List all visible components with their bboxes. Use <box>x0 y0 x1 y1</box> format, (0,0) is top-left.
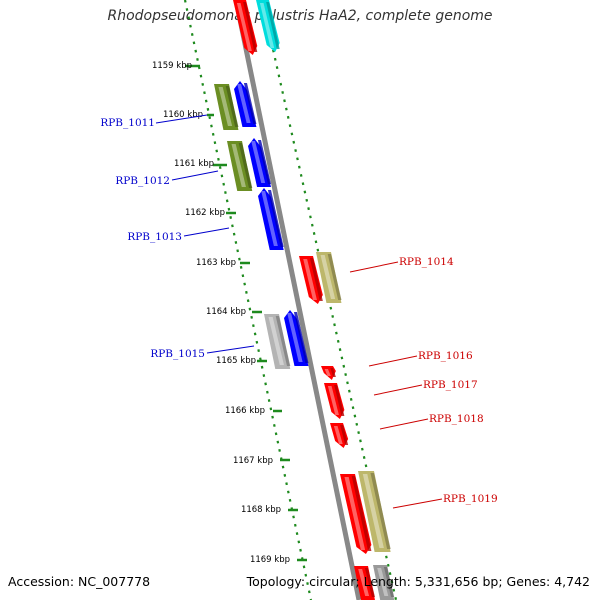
leader-line-RPB_1014 <box>349 261 399 273</box>
leader-line-RPB_1013 <box>183 227 230 237</box>
gene-feature-f1014-b[interactable] <box>316 252 342 303</box>
gene-feature-f1015-a[interactable] <box>264 314 291 369</box>
gene-feature-f1012-b[interactable] <box>248 138 272 187</box>
gene-feature-bottom-red[interactable] <box>354 566 375 600</box>
gene-feature-f1011-b[interactable] <box>234 81 257 127</box>
leader-line-RPB_1016 <box>368 355 418 367</box>
gene-feature-f1011-a[interactable] <box>214 84 239 130</box>
gene-label-RPB_1011[interactable]: RPB_1011 <box>100 117 155 129</box>
gene-label-RPB_1019[interactable]: RPB_1019 <box>443 493 498 505</box>
gene-feature-bottom-gray[interactable] <box>373 565 395 600</box>
map-title: Rhodopseudomonas palustris HaA2, complet… <box>107 8 493 24</box>
tick-label-1163: 1163 kbp <box>196 258 236 268</box>
gene-feature-f1018[interactable] <box>330 423 349 448</box>
tick-label-1169: 1169 kbp <box>250 555 290 565</box>
gene-feature-f1016[interactable] <box>321 366 336 380</box>
genome-summary-text: Topology: circular; Length: 5,331,656 bp… <box>246 574 590 589</box>
backbone-line <box>233 0 362 600</box>
gene-feature-top-red[interactable] <box>233 0 258 55</box>
left-dotted-track <box>183 0 313 600</box>
tick-label-1159: 1159 kbp <box>152 61 192 71</box>
tick-label-1162: 1162 kbp <box>185 208 225 218</box>
accession-text: Accession: NC_007778 <box>8 574 151 589</box>
gene-label-RPB_1016[interactable]: RPB_1016 <box>418 350 473 362</box>
gene-feature-f1019-a[interactable] <box>340 474 372 554</box>
gene-label-RPB_1015[interactable]: RPB_1015 <box>150 348 205 360</box>
gene-feature-top-cyan[interactable] <box>256 0 280 52</box>
gene-label-RPB_1014[interactable]: RPB_1014 <box>399 256 454 268</box>
leader-line-RPB_1019 <box>392 498 443 509</box>
gene-label-RPB_1012[interactable]: RPB_1012 <box>115 175 170 187</box>
gene-feature-f1017[interactable] <box>324 383 345 419</box>
tick-label-1166: 1166 kbp <box>225 406 265 416</box>
gene-label-RPB_1013[interactable]: RPB_1013 <box>127 231 182 243</box>
gene-feature-f1015-b[interactable] <box>284 310 309 366</box>
leader-line-RPB_1012 <box>171 170 219 181</box>
gene-label-RPB_1018[interactable]: RPB_1018 <box>429 413 484 425</box>
leader-line-RPB_1017 <box>373 384 423 396</box>
gene-feature-f1014-a[interactable] <box>299 256 323 304</box>
gene-feature-f1013[interactable] <box>258 188 284 250</box>
tick-label-1161: 1161 kbp <box>174 159 214 169</box>
gene-feature-f1019-b[interactable] <box>358 471 391 552</box>
tick-label-1168: 1168 kbp <box>241 505 281 515</box>
leader-line-RPB_1018 <box>379 418 429 430</box>
tick-label-1160: 1160 kbp <box>163 110 203 120</box>
tick-label-1164: 1164 kbp <box>206 307 246 317</box>
tick-label-1165: 1165 kbp <box>216 356 256 366</box>
leader-line-RPB_1011 <box>155 114 208 124</box>
tick-label-1167: 1167 kbp <box>233 456 273 466</box>
gene-label-RPB_1017[interactable]: RPB_1017 <box>423 379 478 391</box>
gene-feature-f1012-a[interactable] <box>227 141 253 191</box>
leader-line-RPB_1015 <box>206 345 255 354</box>
